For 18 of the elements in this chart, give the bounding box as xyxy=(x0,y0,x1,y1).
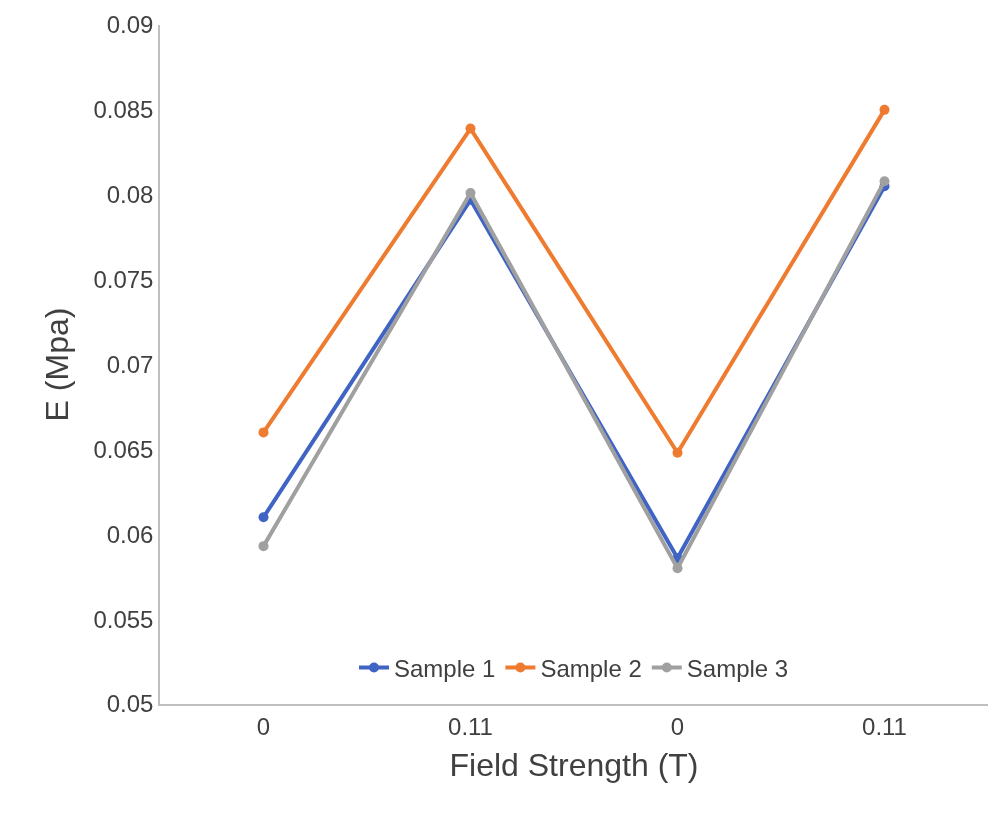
legend-label: Sample 3 xyxy=(686,654,789,682)
x-tick-label: 0.11 xyxy=(448,712,493,740)
y-tick-label: 0.055 xyxy=(93,605,154,633)
y-tick-label: 0.06 xyxy=(106,520,154,548)
x-tick-label: 0 xyxy=(670,712,685,740)
y-tick-label: 0.08 xyxy=(106,181,154,209)
y-tick-label: 0.065 xyxy=(93,435,154,463)
y-tick-label: 0.075 xyxy=(93,266,154,294)
legend-label: Sample 2 xyxy=(540,654,642,682)
y-tick-label: 0.09 xyxy=(106,11,154,39)
x-axis-title: Field Strength (T) xyxy=(449,746,699,783)
x-tick-label: 0 xyxy=(256,712,271,740)
y-tick-label: 0.085 xyxy=(93,96,154,124)
legend-label: Sample 1 xyxy=(394,654,496,682)
y-axis-title: E (Mpa) xyxy=(39,307,76,422)
x-tick-label: 0.11 xyxy=(862,712,907,740)
y-tick-label: 0.05 xyxy=(106,690,154,718)
y-tick-label: 0.07 xyxy=(106,350,154,378)
